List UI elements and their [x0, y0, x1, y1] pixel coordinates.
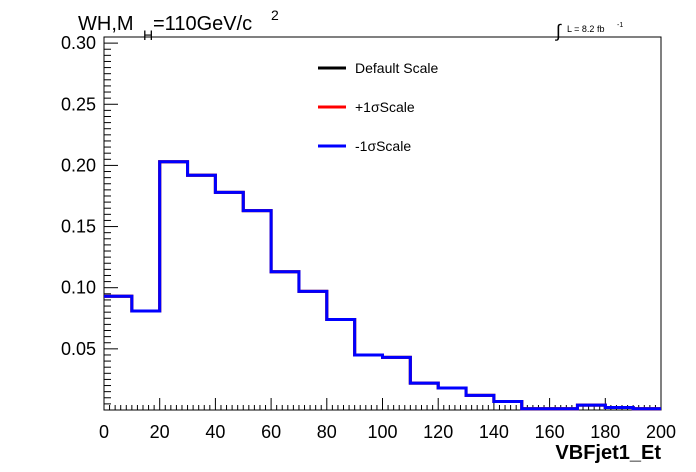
chart-title-rest: =110GeV/c	[153, 13, 252, 35]
lumi-label: L = 8.2 fb	[567, 24, 604, 34]
chart-title-superscript: 2	[271, 7, 279, 23]
x-tick-label: 200	[646, 422, 676, 442]
x-axis: 0 20 40 60 80 100 120 140 160 180 200	[99, 398, 676, 442]
y-tick-label: 0.10	[61, 278, 96, 298]
y-tick-label: 0.05	[61, 339, 96, 359]
x-tick-label: 60	[261, 422, 281, 442]
lumi-integral-symbol: ∫	[554, 21, 562, 41]
y-tick-label: 0.25	[61, 94, 96, 114]
chart-title-subscript: H	[143, 27, 153, 43]
x-tick-label: 120	[423, 422, 453, 442]
chart-title-main: WH,M	[78, 13, 134, 35]
series-group	[104, 160, 661, 411]
legend-label: +1σScale	[355, 99, 415, 115]
x-axis-title: VBFjet1_Et	[555, 442, 661, 464]
x-tick-label: 80	[317, 422, 337, 442]
y-tick-label: 0.20	[61, 155, 96, 175]
y-tick-label: 0.15	[61, 217, 96, 237]
x-tick-label: 20	[150, 422, 170, 442]
y-tick-label: 0.30	[61, 33, 96, 53]
series-line-2	[104, 160, 661, 411]
x-tick-label: 100	[367, 422, 397, 442]
legend-label: -1σScale	[355, 138, 411, 154]
x-tick-label: 140	[479, 422, 509, 442]
series-line-1	[104, 160, 661, 411]
series-line-3	[104, 160, 661, 411]
x-tick-label: 160	[535, 422, 565, 442]
legend-label: Default Scale	[355, 60, 438, 76]
y-axis: 0.05 0.10 0.15 0.20 0.25 0.30	[61, 33, 118, 405]
x-tick-label: 0	[99, 422, 109, 442]
lumi-exponent: -1	[617, 22, 623, 29]
x-tick-label: 40	[205, 422, 225, 442]
legend: Default Scale +1σScale -1σScale	[318, 60, 438, 154]
x-tick-label: 180	[590, 422, 620, 442]
